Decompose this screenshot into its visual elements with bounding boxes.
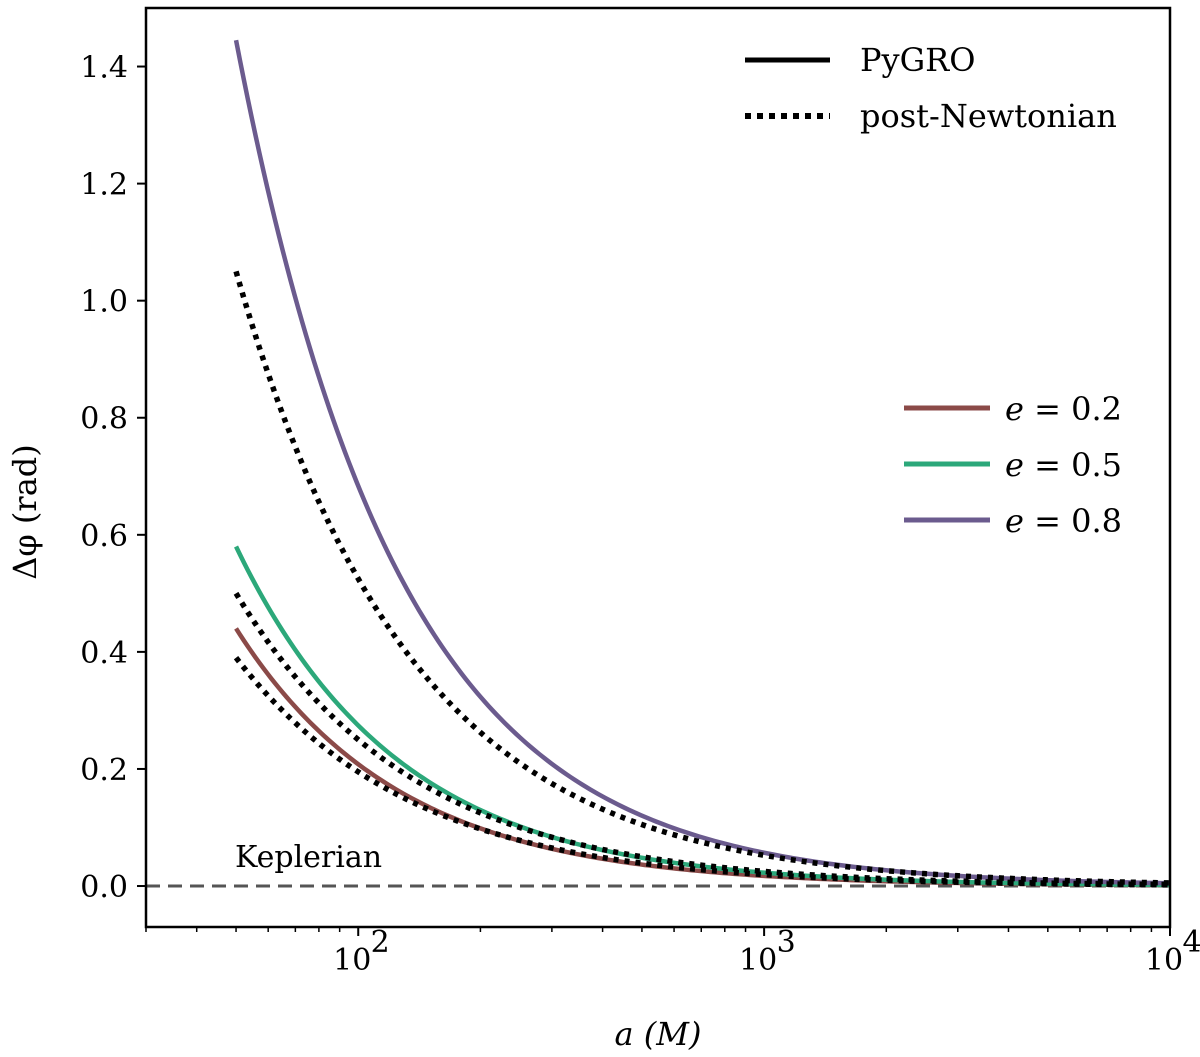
post-newtonian-curve-e05 — [233, 591, 1171, 888]
post-newtonian-curve-e02 — [233, 656, 1171, 888]
y-tick-label: 0.8 — [80, 402, 128, 437]
legend-e08-label: e = 0.8 — [1005, 502, 1122, 540]
y-tick-label: 0.0 — [80, 870, 128, 905]
style-legend: PyGRO post-Newtonian — [745, 41, 1117, 135]
keplerian-annotation: Keplerian — [235, 840, 382, 875]
post-newtonian-curve-e08 — [233, 270, 1171, 886]
y-tick-label: 0.4 — [80, 636, 128, 671]
y-tick-label: 0.6 — [80, 519, 128, 554]
x-tick-label: 103 — [739, 925, 796, 978]
x-tick-exponent: 2 — [371, 925, 390, 960]
axes-border — [144, 6, 1172, 929]
y-tick-label: 0.2 — [80, 753, 128, 788]
y-axis: 0.0 0.2 0.4 0.6 0.8 1.0 1.2 1.4 — [80, 51, 146, 905]
x-tick-label: 104 — [1145, 925, 1200, 978]
x-tick-base: 10 — [1145, 943, 1183, 978]
x-tick-exponent: 4 — [1182, 925, 1200, 960]
x-tick-base: 10 — [333, 943, 371, 978]
x-tick-base: 10 — [739, 943, 777, 978]
legend-pn-label: post-Newtonian — [860, 97, 1117, 135]
plot-content — [146, 39, 1171, 888]
legend-e05-label: e = 0.5 — [1005, 446, 1122, 484]
axes-frame — [144, 6, 1172, 929]
eccentricity-legend: e = 0.2 e = 0.5 e = 0.8 — [904, 390, 1122, 540]
y-tick-label: 1.4 — [80, 51, 128, 86]
y-tick-label: 1.0 — [80, 285, 128, 320]
legend-e02-label: e = 0.2 — [1005, 390, 1122, 428]
legend-pygro-label: PyGRO — [860, 41, 976, 79]
y-tick-label: 1.2 — [80, 168, 128, 203]
x-tick-label: 102 — [333, 925, 390, 978]
y-axis-label: Δφ (rad) — [6, 444, 44, 580]
x-tick-exponent: 3 — [777, 925, 796, 960]
pygro-curve-e05 — [234, 545, 1171, 888]
x-axis-label: a (M) — [615, 1015, 702, 1053]
